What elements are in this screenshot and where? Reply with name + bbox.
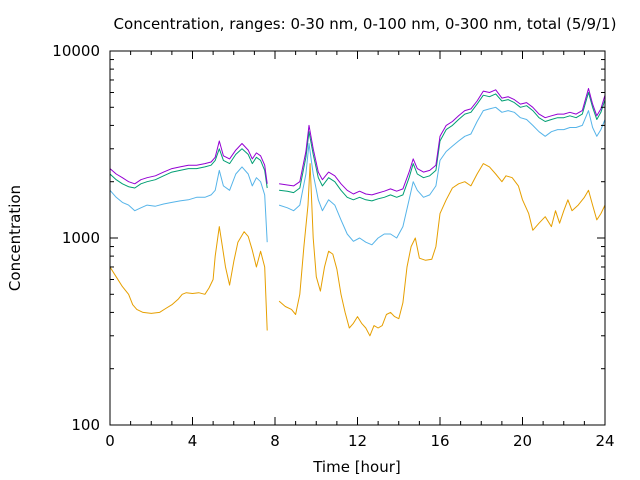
series-line-1: [109, 226, 268, 331]
plot-frame: [109, 50, 606, 426]
series-line-3: [109, 148, 268, 189]
x-tick-label: 20: [513, 432, 532, 450]
x-tick-label: 4: [188, 432, 198, 450]
x-tick-label: 24: [595, 432, 614, 450]
x-tick-label: 16: [430, 432, 449, 450]
y-tick-label: 1000: [62, 229, 100, 247]
x-tick-label: 0: [105, 432, 115, 450]
series-line-4: [279, 88, 606, 196]
x-tick-label: 8: [270, 432, 280, 450]
y-tick-label: 100: [71, 416, 100, 434]
series-line-3: [279, 92, 606, 202]
series-line-2: [278, 106, 606, 246]
x-tick-label: 12: [348, 432, 367, 450]
y-axis-label: Concentration: [6, 185, 24, 291]
series-layer: [109, 88, 606, 337]
series-line-4: [109, 140, 268, 185]
chart-title: Concentration, ranges: 0-30 nm, 0-100 nm…: [114, 15, 617, 33]
y-axis: 100 1000 10000: [52, 42, 605, 434]
series-line-2: [109, 166, 268, 243]
series-line-1: [278, 163, 606, 337]
x-axis: 0 4 8 12 16 20 24: [105, 51, 615, 450]
y-tick-label: 10000: [52, 42, 100, 60]
x-axis-label: Time [hour]: [312, 458, 401, 476]
